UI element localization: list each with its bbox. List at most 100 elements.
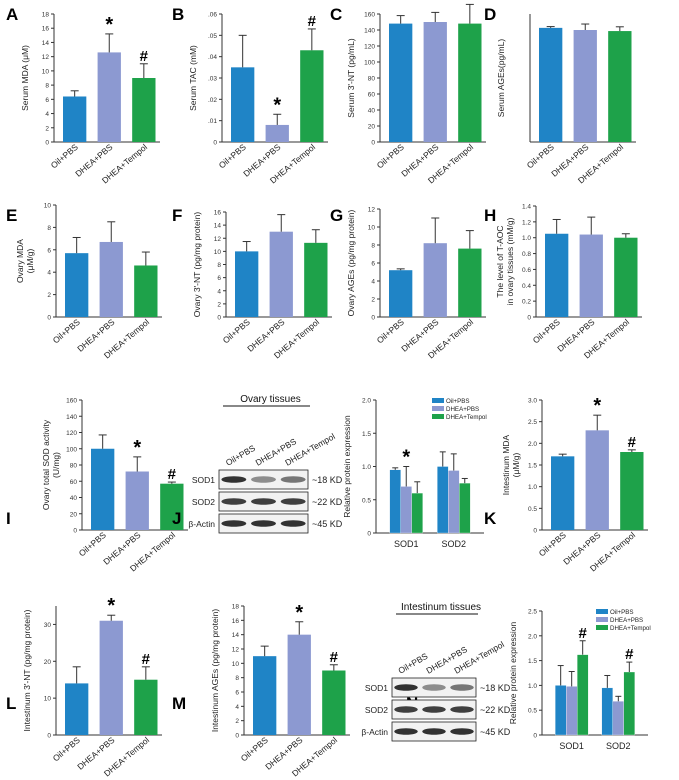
y-tick-label: 0 <box>45 140 49 147</box>
lane-label: Oil+PBS <box>396 651 429 676</box>
y-tick-label: 14 <box>42 40 50 47</box>
bar <box>458 248 482 317</box>
blot-strip <box>218 469 309 490</box>
y-tick-label: 16 <box>214 210 222 217</box>
group-label: SOD1 <box>394 539 419 549</box>
y-axis-label: Intestinum AGEs (pg/mg protein) <box>210 609 220 732</box>
bar <box>437 466 449 534</box>
significance-mark: # <box>140 48 149 65</box>
bar <box>566 686 578 736</box>
x-tick-label: Oil+PBS <box>221 317 252 346</box>
y-tick-label: 0 <box>533 733 537 740</box>
x-tick-label: Oil+PBS <box>51 735 82 764</box>
panel-f: F 0 2 4 6 8 10 12 14 16 Ovary 3'-NT (pg/mg protein… <box>172 206 332 361</box>
bar <box>132 78 156 142</box>
significance-mark: * <box>273 94 281 116</box>
panel-letter: I <box>6 509 11 528</box>
panel-letter: B <box>172 5 184 24</box>
x-tick-label: Oil+PBS <box>375 317 406 346</box>
legend-label: DHEA+PBS <box>446 406 479 413</box>
legend-label: Oil+PBS <box>610 609 634 616</box>
blot-kd-label: ~22 KD <box>312 497 343 507</box>
blot-band <box>422 706 446 713</box>
legend-label: DHEA+Tempol <box>446 414 487 421</box>
bar <box>322 670 346 735</box>
panel-k: K 0 0.5 1.0 1.5 2.0 2.5 3.0 Intestinum MDA (μM/g)… <box>484 395 648 574</box>
y-tick-label: 100 <box>66 446 77 453</box>
bar <box>231 67 255 142</box>
y-tick-label: 14 <box>232 632 240 639</box>
panel-letter: C <box>330 5 342 24</box>
y-tick-label: 4 <box>235 704 239 711</box>
panel-b: B 0 .01 .02 .03 .04 .05 .06 Serum TAC (mM) Oil+PB… <box>172 5 328 186</box>
y-tick-label: 2.0 <box>528 633 537 640</box>
y-tick-label: 160 <box>364 12 375 19</box>
x-tick-label: Oil+PBS <box>49 142 80 171</box>
y-tick-label: 20 <box>368 124 376 131</box>
panel-letter: A <box>6 5 18 24</box>
group-label: SOD2 <box>606 741 631 751</box>
y-tick-label: 4 <box>47 270 51 277</box>
y-tick-label: 2 <box>45 125 49 132</box>
y-tick-label: 0.4 <box>522 283 531 290</box>
blot-band <box>221 498 247 505</box>
bar <box>400 486 412 534</box>
y-axis-label: Relative protein expression <box>342 415 352 518</box>
bar <box>300 50 324 143</box>
blot-title: Ovary tissues <box>240 394 301 405</box>
blot-row-label: SOD1 <box>365 683 388 693</box>
y-tick-label: 1.4 <box>522 204 531 211</box>
y-tick-label: 18 <box>42 12 50 19</box>
y-tick-label: 160 <box>66 398 77 405</box>
y-axis-label: Ovary total SOD activity <box>41 419 51 510</box>
y-tick-label: .04 <box>208 54 217 61</box>
y-tick-label: 8 <box>45 83 49 90</box>
y-tick-label: .06 <box>208 12 217 19</box>
panel-letter: F <box>172 206 182 225</box>
blot-band <box>221 476 247 483</box>
y-tick-label: 0.8 <box>522 251 531 258</box>
bar <box>620 452 644 530</box>
x-tick-label: Oil+PBS <box>217 142 248 171</box>
y-tick-label: 1.5 <box>528 658 537 665</box>
y-tick-label: 80 <box>70 463 78 470</box>
y-tick-label: 6 <box>47 247 51 254</box>
bar <box>253 656 277 735</box>
bar <box>458 23 482 143</box>
blot-band <box>280 476 306 483</box>
y-tick-label: 12 <box>232 647 240 654</box>
panel-extra-10: 0 0.5 1.0 1.5 2.0 Relative protein expression… <box>342 398 487 550</box>
bar <box>160 483 184 530</box>
y-tick-label: 0 <box>47 733 51 740</box>
legend-swatch <box>596 609 608 614</box>
blot-band <box>251 476 276 483</box>
y-axis-label-2: (μM/g) <box>25 248 35 273</box>
blot-band <box>221 520 247 527</box>
bar <box>235 251 259 317</box>
y-tick-label: 1.0 <box>522 235 531 242</box>
y-tick-label: .01 <box>208 118 217 125</box>
y-axis-label: Serum 3'-NT (pg/mL) <box>346 38 356 118</box>
significance-mark: # <box>628 434 637 451</box>
blot-band <box>450 728 474 735</box>
y-tick-label: 20 <box>44 659 52 666</box>
bar <box>91 448 115 530</box>
significance-mark: # <box>308 13 317 30</box>
bar <box>459 482 471 534</box>
y-tick-label: 2.5 <box>528 419 537 426</box>
y-tick-label: 1.0 <box>528 683 537 690</box>
legend-swatch <box>432 398 444 403</box>
y-tick-label: .05 <box>208 33 217 40</box>
y-axis-label: Intestinum 3'-NT (pg/mg protein) <box>22 609 32 731</box>
y-tick-label: 4 <box>371 279 375 286</box>
significance-mark: * <box>402 447 410 469</box>
significance-mark: * <box>105 14 113 36</box>
y-tick-label: 60 <box>70 479 78 486</box>
panel-i: I 0 20 40 60 80 100 120 140 160 Ovary total SOD ac… <box>6 398 188 574</box>
blot-title: Intestinum tissues <box>401 602 481 613</box>
bar <box>304 242 328 317</box>
y-tick-label: .02 <box>208 97 217 104</box>
bar <box>573 30 597 142</box>
bar <box>551 456 575 530</box>
bar <box>448 470 460 534</box>
